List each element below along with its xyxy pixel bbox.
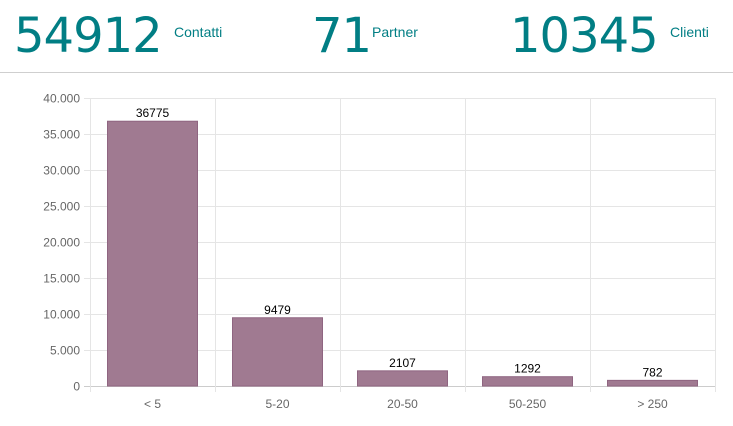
- contacts-count: 54912: [14, 8, 163, 64]
- bar-chart-svg: 0 5.000 10.000 15.000 20.000 25.000 30.000 35.0…: [43, 92, 716, 412]
- clients-stat[interactable]: 10345 Clienti: [510, 6, 730, 66]
- bar: [357, 370, 448, 387]
- y-tick-label: 25.000: [43, 200, 80, 214]
- y-tick-label: 10.000: [43, 308, 80, 322]
- bar-value-label: 36775: [136, 106, 170, 120]
- bar: [482, 376, 573, 387]
- partners-stat[interactable]: 71 Partner: [312, 6, 442, 66]
- bar-value-label: 1292: [514, 362, 541, 376]
- clients-count: 10345: [510, 8, 659, 64]
- partners-count: 71: [312, 8, 372, 64]
- company-size-chart: 0 5.000 10.000 15.000 20.000 25.000 30.000 35.0…: [0, 73, 733, 426]
- x-tick-label: 5-20: [265, 397, 289, 411]
- bar-value-label: 782: [642, 365, 662, 379]
- y-tick-label: 35.000: [43, 128, 80, 142]
- bar: [232, 317, 323, 387]
- y-tick-label: 30.000: [43, 164, 80, 178]
- y-tick-label: 20.000: [43, 236, 80, 250]
- bar-value-label: 2107: [389, 356, 416, 370]
- bar: [107, 120, 198, 387]
- contacts-stat[interactable]: 54912 Contatti: [14, 6, 244, 66]
- bars: [107, 120, 698, 387]
- bar-value-label: 9479: [264, 303, 291, 317]
- y-tick-label: 0: [73, 380, 80, 394]
- contacts-label: Contatti: [174, 24, 223, 40]
- y-tick-label: 5.000: [50, 344, 80, 358]
- x-tick-label: 20-50: [387, 397, 418, 411]
- x-tick-label: < 5: [144, 397, 161, 411]
- y-tick-label: 15.000: [43, 272, 80, 286]
- stats-bar: 54912 Contatti 71 Partner 10345 Clienti: [0, 0, 733, 73]
- y-tick-label: 40.000: [43, 92, 80, 106]
- partners-label: Partner: [372, 24, 418, 40]
- labels: 0 5.000 10.000 15.000 20.000 25.000 30.000 35.0…: [43, 92, 668, 412]
- clients-label: Clienti: [670, 24, 709, 40]
- bar: [607, 379, 698, 387]
- x-tick-label: > 250: [637, 397, 668, 411]
- x-tick-label: 50-250: [509, 397, 547, 411]
